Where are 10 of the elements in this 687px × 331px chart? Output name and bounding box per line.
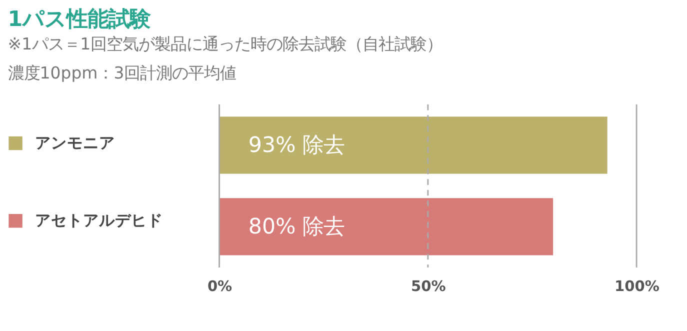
chart-title: 1パス性能試験 bbox=[8, 7, 152, 32]
data-label: 93% 除去 bbox=[248, 132, 345, 158]
x-tick-label: 100% bbox=[614, 278, 660, 296]
legend-label: アセトアルデヒド bbox=[34, 212, 163, 230]
legend-label: アンモニア bbox=[34, 134, 115, 152]
x-tick-label: 50% bbox=[410, 278, 446, 296]
x-tick-label: 0% bbox=[207, 278, 233, 296]
text: ※1パス＝1回空気が製品に通った時の除去試験（自社試験） bbox=[8, 34, 443, 54]
data-label: 80% 除去 bbox=[248, 214, 345, 240]
text: 濃度10ppm：3回計測の平均値 bbox=[8, 63, 236, 82]
